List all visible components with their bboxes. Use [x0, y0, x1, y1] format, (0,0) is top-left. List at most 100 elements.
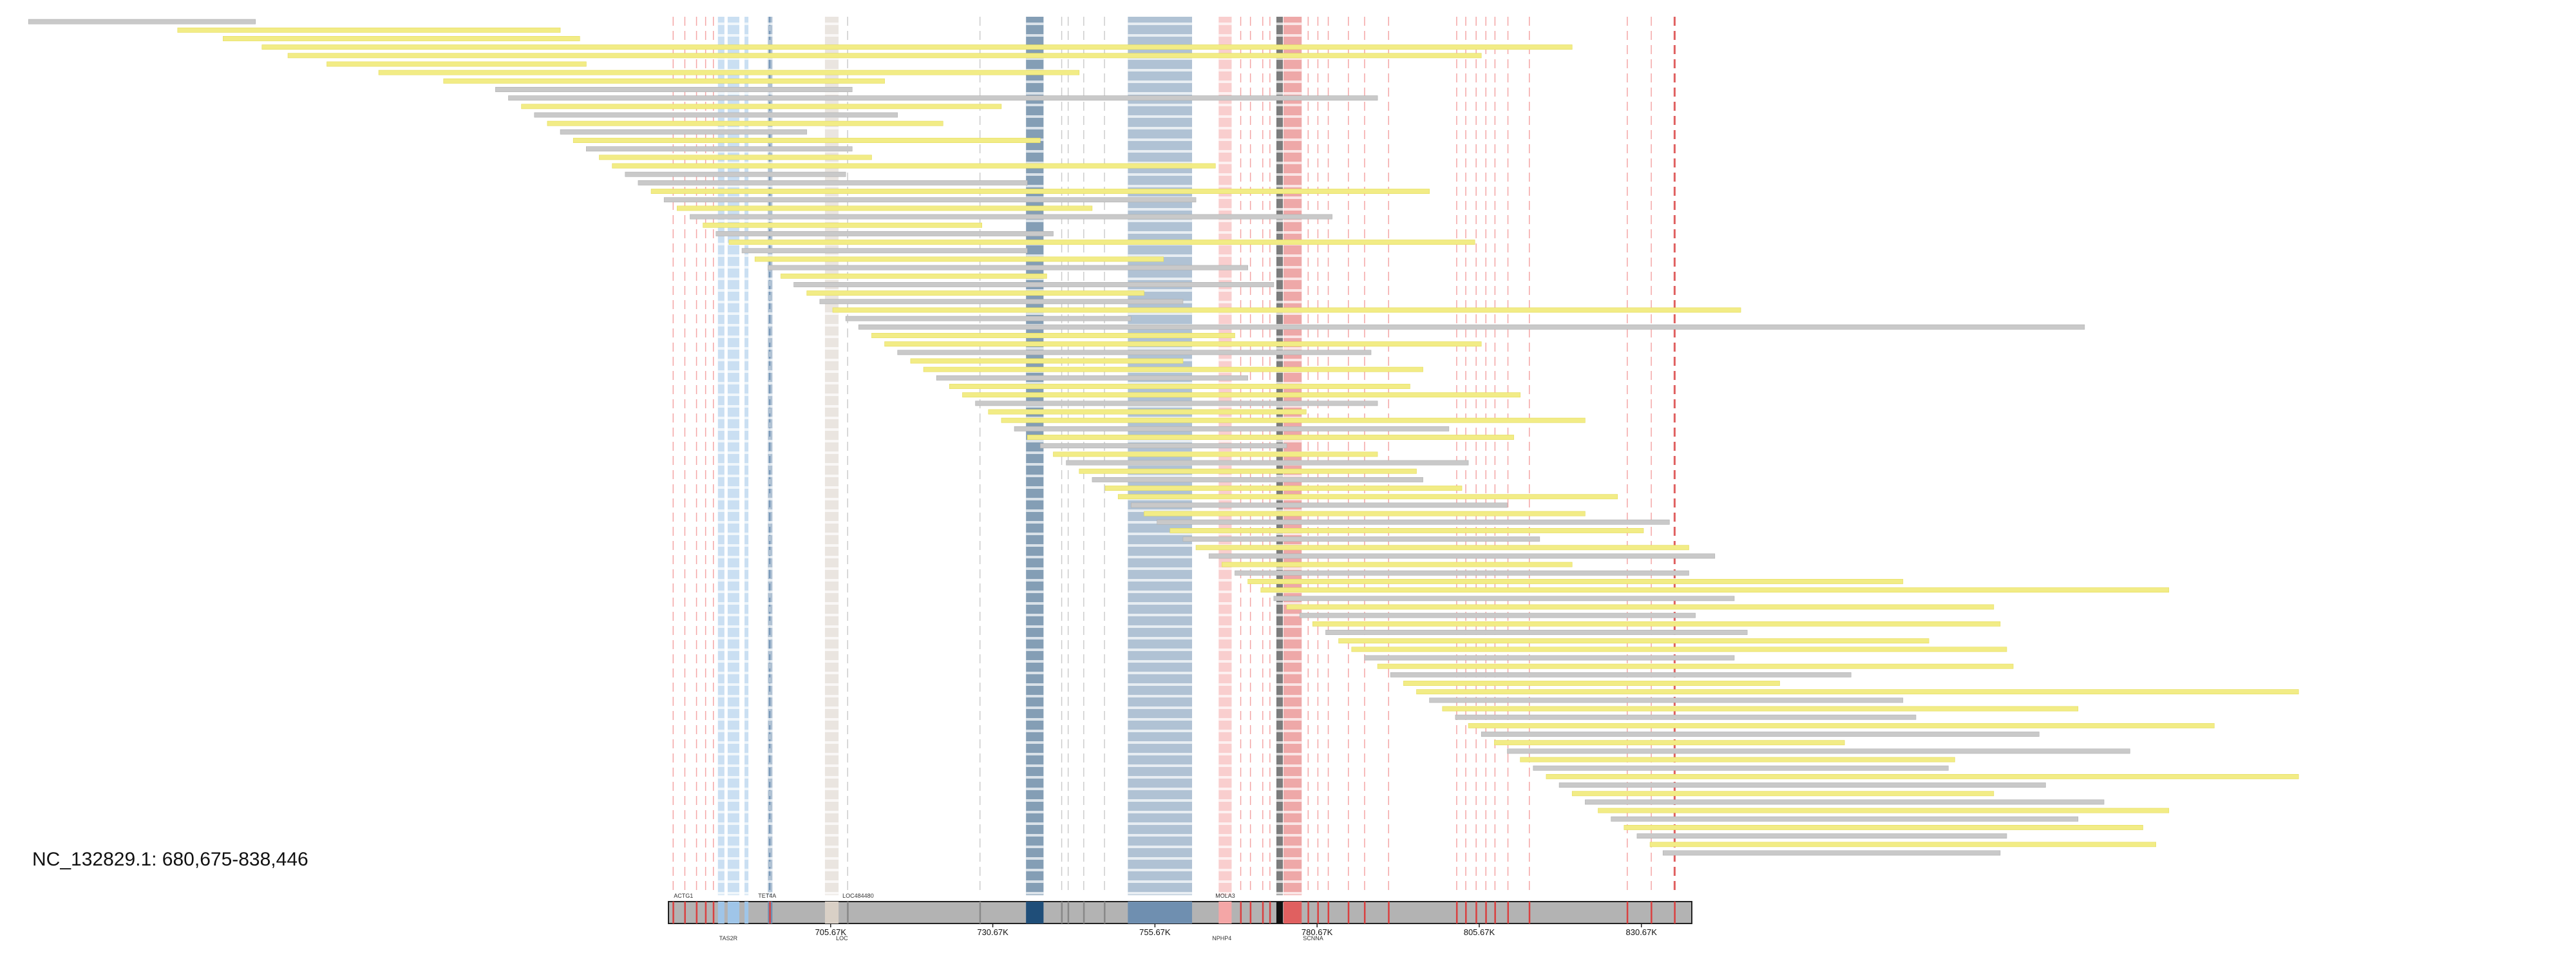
read-alignment[interactable] [1014, 426, 1450, 431]
read-alignment[interactable] [521, 104, 1002, 109]
read-alignment[interactable] [897, 350, 1372, 355]
read-alignment[interactable] [1468, 723, 2215, 728]
read-alignment[interactable] [1585, 799, 2105, 805]
read-alignment[interactable] [715, 231, 1054, 236]
read-alignment[interactable] [858, 324, 2085, 330]
read-alignment[interactable] [1144, 511, 1586, 516]
read-alignment[interactable] [871, 333, 1235, 338]
read-alignment[interactable] [638, 180, 1028, 185]
read-alignment[interactable] [754, 256, 1164, 262]
read-alignment[interactable] [768, 265, 1248, 270]
read-alignment[interactable] [1260, 587, 2170, 593]
read-alignment[interactable] [793, 282, 1274, 287]
read-alignment[interactable] [1533, 765, 1949, 771]
read-alignment[interactable] [1558, 782, 2046, 788]
read-pileup[interactable] [28, 19, 2299, 856]
read-alignment[interactable] [1286, 604, 1994, 610]
read-alignment[interactable] [1403, 681, 1780, 686]
read-alignment[interactable] [1351, 647, 2007, 652]
read-alignment[interactable] [508, 95, 1378, 101]
read-alignment[interactable] [547, 120, 943, 126]
read-alignment[interactable] [1611, 816, 2079, 822]
read-alignment[interactable] [261, 44, 1573, 50]
read-alignment[interactable] [560, 129, 808, 135]
read-alignment[interactable] [495, 87, 853, 92]
read-alignment[interactable] [1066, 460, 1469, 466]
read-alignment[interactable] [573, 138, 1041, 143]
read-alignment[interactable] [1208, 553, 1716, 559]
read-alignment[interactable] [1131, 502, 1508, 508]
read-alignment[interactable] [612, 163, 1216, 169]
read-alignment[interactable] [378, 70, 1080, 75]
read-alignment[interactable] [1338, 638, 1929, 644]
read-alignment[interactable] [988, 409, 1307, 415]
read-alignment[interactable] [1027, 435, 1514, 440]
read-alignment[interactable] [1571, 791, 1994, 797]
read-alignment[interactable] [806, 290, 1144, 296]
read-alignment[interactable] [1157, 519, 1670, 525]
read-alignment[interactable] [677, 205, 1093, 211]
read-alignment[interactable] [741, 248, 1028, 254]
read-alignment[interactable] [650, 189, 1430, 194]
read-alignment[interactable] [1494, 740, 1845, 746]
read-alignment[interactable] [832, 307, 1741, 313]
read-alignment[interactable] [1170, 528, 1644, 533]
read-alignment[interactable] [1455, 714, 1917, 720]
read-alignment[interactable] [781, 273, 1047, 279]
read-alignment[interactable] [975, 401, 1378, 406]
read-alignment[interactable] [1299, 612, 1696, 618]
read-alignment[interactable] [1053, 451, 1378, 457]
read-alignment[interactable] [1649, 842, 2156, 848]
read-alignment[interactable] [1546, 773, 2299, 779]
read-alignment[interactable] [1040, 443, 1287, 449]
read-alignment[interactable] [1390, 672, 1852, 677]
read-alignment[interactable] [703, 222, 983, 228]
read-alignment[interactable] [1507, 748, 2130, 754]
read-alignment[interactable] [690, 214, 1332, 220]
read-alignment[interactable] [1104, 486, 1463, 491]
read-alignment[interactable] [1312, 621, 2001, 627]
read-alignment[interactable] [1092, 477, 1423, 482]
read-alignment[interactable] [1235, 570, 1689, 576]
read-alignment[interactable] [1079, 468, 1417, 474]
read-alignment[interactable] [1442, 706, 2079, 712]
read-alignment[interactable] [1222, 562, 1573, 567]
read-alignment[interactable] [819, 299, 1184, 305]
read-alignment[interactable] [28, 19, 256, 24]
read-alignment[interactable] [1624, 825, 2143, 830]
read-alignment[interactable] [586, 146, 853, 152]
read-alignment[interactable] [1636, 833, 2007, 839]
read-alignment[interactable] [1001, 417, 1586, 423]
read-alignment[interactable] [910, 358, 1184, 364]
read-alignment[interactable] [936, 375, 1248, 381]
read-alignment[interactable] [625, 171, 846, 177]
read-alignment[interactable] [1117, 494, 1618, 500]
read-alignment[interactable] [1416, 689, 2299, 695]
read-alignment[interactable] [1325, 630, 1748, 635]
read-alignment[interactable] [1273, 596, 1735, 601]
read-alignment[interactable] [949, 384, 1410, 389]
read-alignment[interactable] [962, 392, 1520, 398]
read-alignment[interactable] [923, 366, 1423, 372]
read-alignment[interactable] [1429, 697, 1904, 703]
read-alignment[interactable] [599, 155, 872, 160]
read-alignment[interactable] [1182, 536, 1540, 542]
read-alignment[interactable] [534, 112, 898, 118]
read-alignment[interactable] [845, 316, 1132, 321]
read-alignment[interactable] [1662, 850, 2001, 856]
read-alignment[interactable] [1481, 732, 2040, 737]
read-alignment[interactable] [728, 240, 1475, 245]
read-alignment[interactable] [1247, 579, 1904, 584]
read-alignment[interactable] [884, 341, 1482, 347]
read-alignment[interactable] [223, 36, 580, 41]
read-alignment[interactable] [443, 78, 885, 84]
read-alignment[interactable] [1364, 655, 1735, 661]
read-alignment[interactable] [663, 197, 1197, 203]
read-alignment[interactable] [177, 27, 561, 33]
read-alignment[interactable] [1377, 663, 2014, 669]
read-alignment[interactable] [327, 61, 587, 67]
read-alignment[interactable] [1598, 808, 2170, 813]
read-alignment[interactable] [287, 53, 1482, 59]
read-alignment[interactable] [1195, 545, 1689, 551]
read-alignment[interactable] [1520, 757, 1955, 762]
